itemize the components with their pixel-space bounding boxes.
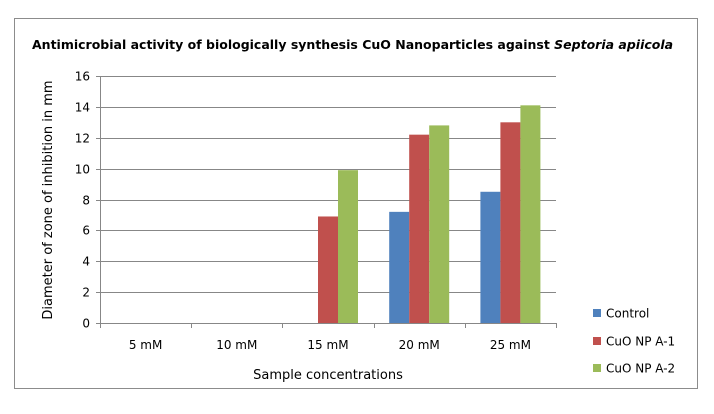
bar-control-25-mm: [480, 191, 501, 323]
bar-cuo-np-a-1-20-mm: [409, 134, 430, 323]
y-axis-label: Diameter of zone of inhibition in mm: [41, 80, 56, 319]
x-tick-label: 15 mM: [307, 338, 348, 352]
y-tick-label: 14: [75, 101, 90, 115]
chart-title-italic: Septoria apiicola: [554, 37, 673, 52]
legend-label: CuO NP A-1: [606, 335, 675, 349]
bars: [318, 105, 541, 324]
y-tick-label: 16: [75, 70, 90, 84]
y-tick-label: 12: [75, 132, 90, 146]
legend-swatch: [593, 364, 601, 372]
y-tick-label: 10: [75, 163, 90, 177]
gridlines: [96, 76, 556, 293]
bar-cuo-np-a-1-15-mm: [318, 216, 338, 323]
y-tick-label: 2: [82, 286, 90, 300]
bar-cuo-np-a-1-25-mm: [500, 122, 521, 323]
x-tick-label: 20 mM: [399, 338, 440, 352]
chart-title-main: Antimicrobial activity of biologically s…: [32, 37, 554, 52]
x-axis-label: Sample concentrations: [253, 368, 403, 383]
bar-cuo-np-a-2-20-mm: [429, 125, 450, 324]
y-tick-label: 0: [82, 317, 90, 331]
legend-swatch: [593, 337, 601, 345]
legend-label: Control: [606, 307, 649, 321]
bar-control-20-mm: [389, 211, 410, 323]
x-tick-label: 5 mM: [129, 338, 163, 352]
y-tick-label: 8: [82, 194, 90, 208]
bar-cuo-np-a-2-15-mm: [338, 170, 358, 323]
legend-label: CuO NP A-2: [606, 362, 675, 376]
axes: 0 2 4 6 8 10 12 14 16 5 mM 10 mM 15 mM 20 mM 25 mM: [75, 70, 557, 352]
x-tick-label: 10 mM: [216, 338, 257, 352]
y-tick-label: 6: [82, 224, 90, 238]
y-tick-label: 4: [82, 255, 90, 269]
legend-swatch: [593, 309, 601, 317]
bar-cuo-np-a-2-25-mm: [520, 105, 541, 323]
x-tick-label: 25 mM: [490, 338, 531, 352]
chart-title: Antimicrobial activity of biologically s…: [32, 37, 673, 52]
legend: Control CuO NP A-1 CuO NP A-2: [593, 307, 675, 376]
